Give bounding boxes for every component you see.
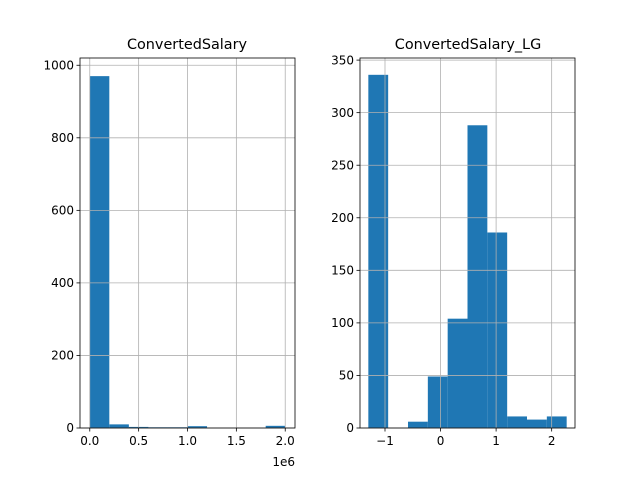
bars-group [368,74,567,429]
x-tick-label: 2 [548,434,556,448]
x-tick-label: 2.0 [276,434,295,448]
bar [427,376,448,428]
bar [187,426,208,428]
y-tick-label: 800 [51,131,74,145]
x-tick-label: 0.0 [80,434,99,448]
bar [89,76,110,428]
bar [546,416,567,428]
bar [368,74,389,429]
y-tick-label: 200 [51,349,74,363]
chart-title: ConvertedSalary [127,37,248,53]
y-tick-label: 200 [331,211,354,225]
bar [527,419,547,428]
bar [467,125,488,428]
bar [447,318,468,428]
y-tick-label: 1000 [43,58,74,72]
bar [265,425,286,428]
bar [408,421,428,428]
y-tick-label: 300 [331,106,354,120]
y-tick-label: 150 [331,264,354,278]
y-ticks-group: 0 50 100 150 200 250 300 350 [331,53,360,435]
grid-group [360,58,575,429]
bar [507,416,527,428]
bar [487,232,508,428]
y-tick-label: 250 [331,158,354,172]
x-ticks-group: −1 0 1 2 [376,428,555,448]
y-tick-label: 600 [51,204,74,218]
x-tick-label: 0 [437,434,445,448]
y-tick-label: 350 [331,53,354,67]
y-tick-label: 400 [51,276,74,290]
y-tick-label: 0 [346,421,354,435]
y-tick-label: 100 [331,316,354,330]
x-offset-label: 1e6 [272,455,295,469]
histogram-converted-salary-lg: ConvertedSalary_LG −1 0 1 2 0 50 100 150 200 250… [331,37,576,448]
histogram-converted-salary: ConvertedSalary 0.0 0.5 1.0 1.5 2.0 0 200 400 6… [43,37,296,469]
x-tick-label: −1 [376,434,394,448]
x-tick-label: 0.5 [129,434,148,448]
chart-title: ConvertedSalary_LG [395,37,541,53]
x-ticks-group: 0.0 0.5 1.0 1.5 2.0 [80,428,295,448]
y-tick-label: 50 [339,369,354,383]
y-tick-label: 0 [66,421,74,435]
x-tick-label: 1.0 [178,434,197,448]
x-tick-label: 1 [492,434,500,448]
x-tick-label: 1.5 [227,434,246,448]
axes-frame [359,57,576,429]
bar [109,424,129,428]
y-ticks-group: 0 200 400 600 800 1000 [43,58,80,435]
